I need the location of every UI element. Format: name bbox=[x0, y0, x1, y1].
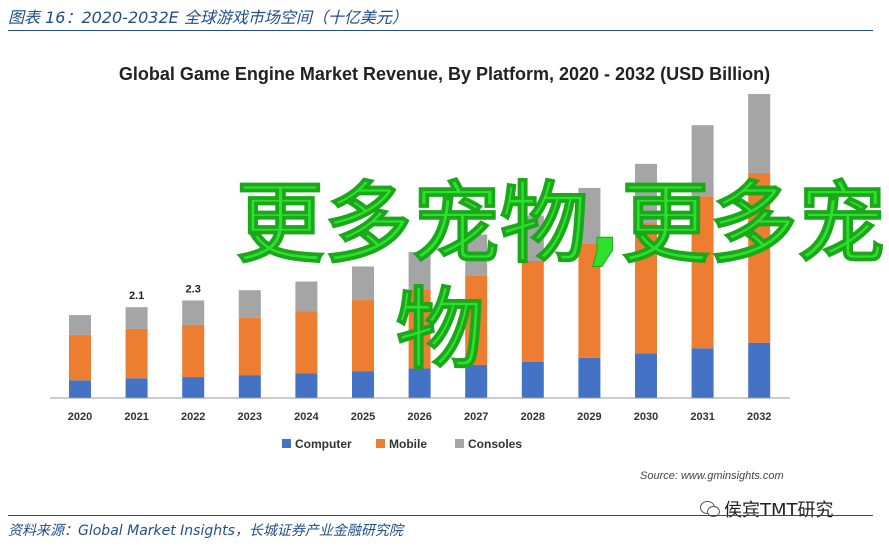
legend-label-consoles: Consoles bbox=[468, 437, 522, 451]
legend-label-computer: Computer bbox=[295, 437, 352, 451]
bar-consoles-2032 bbox=[748, 93, 771, 173]
bar-computer-2025 bbox=[352, 371, 374, 398]
bar-mobile-2026 bbox=[408, 289, 431, 369]
bar-mobile-2025 bbox=[352, 300, 374, 372]
bar-computer-2028 bbox=[521, 361, 544, 398]
bar-consoles-2026 bbox=[408, 251, 431, 290]
bar-consoles-2029 bbox=[578, 187, 601, 244]
bar-computer-2032 bbox=[748, 342, 771, 398]
x-tick-labels: 2020 2021 2022 2023 2024 2025 2026 2027 2028 2029… bbox=[68, 411, 772, 423]
bar-mobile-2021 bbox=[125, 328, 148, 379]
bar-computer-2023 bbox=[238, 375, 261, 398]
bar-computer-2030 bbox=[635, 353, 657, 398]
x-tick-label-2029: 2029 bbox=[577, 411, 601, 423]
bar-consoles-2024 bbox=[295, 281, 318, 312]
bar-computer-2021 bbox=[125, 378, 148, 398]
bar-mobile-2030 bbox=[635, 223, 657, 354]
bar-mobile-2027 bbox=[465, 275, 488, 365]
brand-name: 侯宾TMT研究 bbox=[724, 500, 834, 521]
footer-divider bbox=[8, 515, 873, 516]
bar-mobile-2024 bbox=[295, 311, 318, 374]
legend-swatch-consoles bbox=[455, 439, 464, 448]
data-label-2021: 2.1 bbox=[129, 290, 144, 302]
x-tick-label-2026: 2026 bbox=[407, 411, 431, 423]
header-divider bbox=[8, 30, 873, 31]
bar-consoles-2021 bbox=[125, 307, 148, 329]
bar-mobile-2020 bbox=[69, 334, 91, 381]
x-tick-label-2031: 2031 bbox=[690, 411, 714, 423]
bar-consoles-2022 bbox=[182, 300, 205, 325]
x-tick-label-2030: 2030 bbox=[634, 411, 658, 423]
legend-swatch-mobile bbox=[376, 439, 385, 448]
bar-consoles-2023 bbox=[238, 290, 261, 318]
data-labels: 2.1 2.3 bbox=[129, 283, 201, 302]
x-tick-label-2032: 2032 bbox=[747, 411, 771, 423]
bar-mobile-2023 bbox=[238, 317, 261, 376]
legend-label-mobile: Mobile bbox=[389, 437, 427, 451]
x-tick-label-2024: 2024 bbox=[294, 411, 319, 423]
source-note: Source: www.gminsights.com bbox=[640, 470, 784, 482]
x-tick-label-2027: 2027 bbox=[464, 411, 488, 423]
bar-mobile-2022 bbox=[182, 324, 205, 378]
data-label-2022: 2.3 bbox=[186, 283, 201, 295]
bar-consoles-2027 bbox=[465, 234, 488, 276]
bar-consoles-2028 bbox=[521, 215, 544, 261]
bar-computer-2022 bbox=[182, 377, 205, 398]
figure-header: 图表 16：2020-2032E 全球游戏市场空间（十亿美元） bbox=[8, 8, 408, 27]
brand-badge: 侯宾TMT研究 bbox=[700, 496, 834, 522]
chart-title: Global Game Engine Market Revenue, By Pl… bbox=[118, 64, 771, 84]
watermark-text-line1: 更多宠物,更多宠 bbox=[235, 172, 886, 275]
x-tick-label-2020: 2020 bbox=[68, 411, 92, 423]
x-tick-label-2023: 2023 bbox=[238, 411, 262, 423]
bar-mobile-2028 bbox=[521, 260, 544, 362]
x-tick-label-2028: 2028 bbox=[521, 411, 545, 423]
bar-computer-2024 bbox=[295, 373, 318, 398]
bar-computer-2031 bbox=[691, 348, 714, 398]
legend: Computer Mobile Consoles bbox=[282, 437, 522, 451]
x-tick-label-2025: 2025 bbox=[351, 411, 375, 423]
bar-computer-2020 bbox=[69, 380, 91, 398]
bar-mobile-2032 bbox=[748, 172, 771, 343]
footer-source: 资料来源：Global Market Insights，长城证券产业金融研究院 bbox=[8, 523, 403, 539]
bar-mobile-2031 bbox=[691, 196, 714, 349]
bar-consoles-2031 bbox=[691, 125, 714, 197]
bar-mobile-2029 bbox=[578, 243, 601, 358]
legend-swatch-computer bbox=[282, 439, 291, 448]
x-tick-label-2022: 2022 bbox=[181, 411, 205, 423]
bar-computer-2026 bbox=[408, 368, 431, 398]
bar-computer-2029 bbox=[578, 357, 601, 398]
bar-consoles-2020 bbox=[69, 315, 91, 335]
wechat-icon bbox=[700, 501, 720, 517]
bars-layer bbox=[69, 93, 771, 398]
bar-computer-2027 bbox=[465, 364, 488, 398]
bar-consoles-2030 bbox=[635, 163, 657, 224]
x-tick-label-2021: 2021 bbox=[124, 411, 148, 423]
bar-consoles-2025 bbox=[352, 266, 374, 301]
watermark-text-line2: 物 bbox=[395, 278, 485, 381]
